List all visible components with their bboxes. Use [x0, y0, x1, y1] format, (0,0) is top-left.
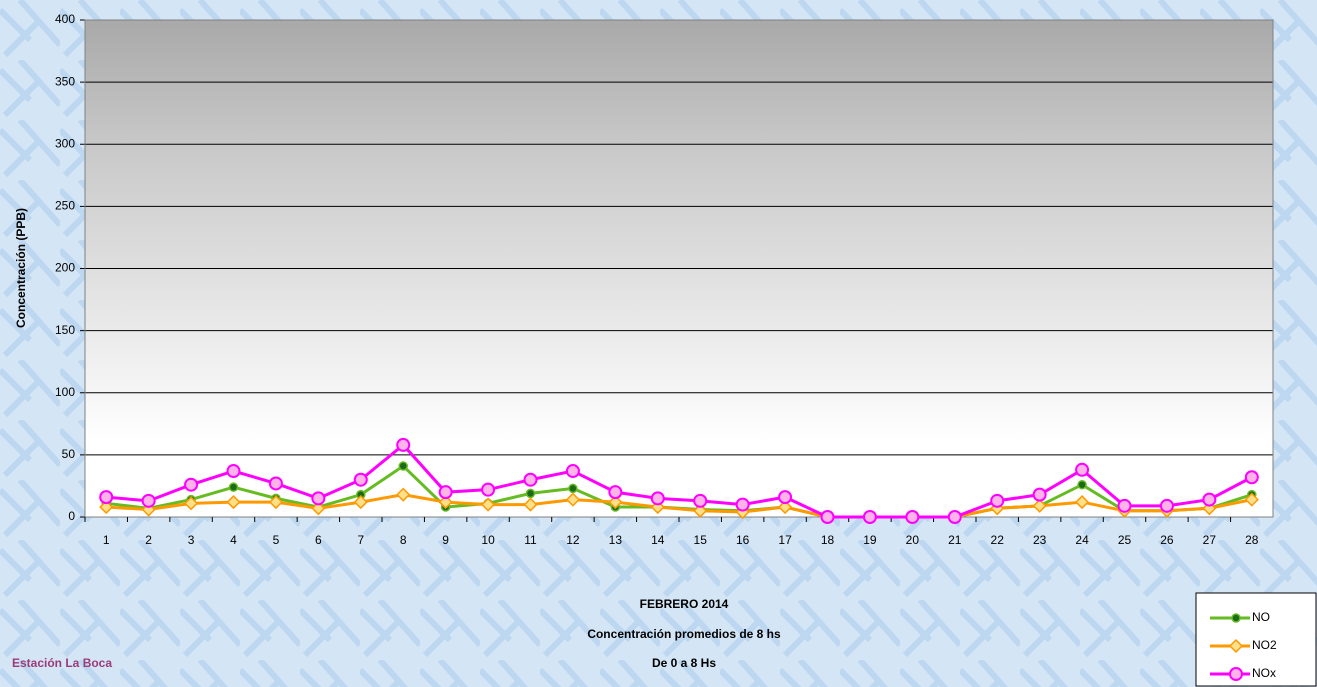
marker [312, 492, 324, 504]
y-tick-label: 0 [68, 509, 75, 523]
x-tick-label: 25 [1118, 533, 1132, 547]
marker [399, 462, 407, 470]
x-tick-label: 19 [863, 533, 877, 547]
legend-label: NO2 [1252, 638, 1277, 652]
x-tick-label: 17 [778, 533, 792, 547]
title: Concentración promedios de 8 hs [587, 627, 781, 641]
marker [822, 511, 834, 523]
marker [185, 479, 197, 491]
marker [652, 492, 664, 504]
marker [906, 511, 918, 523]
y-tick-label: 400 [55, 12, 75, 26]
marker [1078, 481, 1086, 489]
y-tick-label: 200 [55, 261, 75, 275]
x-tick-label: 24 [1075, 533, 1089, 547]
marker [609, 486, 621, 498]
y-tick-label: 50 [62, 447, 76, 461]
marker [1246, 471, 1258, 483]
y-tick-label: 300 [55, 136, 75, 150]
marker [482, 484, 494, 496]
x-tick-label: 5 [273, 533, 280, 547]
x-tick-label: 28 [1245, 533, 1259, 547]
y-tick-label: 250 [55, 199, 75, 213]
marker [525, 474, 537, 486]
x-tick-label: 12 [566, 533, 580, 547]
x-tick-label: 7 [357, 533, 364, 547]
marker [230, 483, 238, 491]
x-tick-label: 6 [315, 533, 322, 547]
x-tick-label: 20 [906, 533, 920, 547]
marker [100, 491, 112, 503]
x-tick-label: 22 [991, 533, 1005, 547]
marker [737, 499, 749, 511]
marker [694, 495, 706, 507]
marker [949, 511, 961, 523]
x-tick-label: 1 [103, 533, 110, 547]
legend-label: NO [1252, 610, 1270, 624]
y-axis-label: Concentración (PPB) [14, 208, 28, 328]
x-tick-label: 26 [1160, 533, 1174, 547]
chart: Concentración (PPB) FEBRERO 2014 Concent… [0, 0, 1317, 687]
marker [567, 465, 579, 477]
station-label: Estación La Boca [12, 656, 112, 670]
x-tick-label: 2 [145, 533, 152, 547]
marker [397, 439, 409, 451]
marker [228, 465, 240, 477]
marker [355, 474, 367, 486]
x-tick-label: 9 [442, 533, 449, 547]
marker [779, 491, 791, 503]
legend-label: NOx [1252, 666, 1276, 680]
x-tick-label: 18 [821, 533, 835, 547]
x-tick-label: 3 [188, 533, 195, 547]
marker [1034, 489, 1046, 501]
x-tick-label: 23 [1033, 533, 1047, 547]
y-tick-label: 100 [55, 385, 75, 399]
title: De 0 a 8 Hs [652, 656, 716, 670]
x-tick-label: 14 [651, 533, 665, 547]
marker [569, 484, 577, 492]
title: FEBRERO 2014 [640, 597, 729, 611]
marker [143, 495, 155, 507]
marker [1119, 500, 1131, 512]
marker [1232, 614, 1240, 622]
marker [1076, 464, 1088, 476]
marker [440, 486, 452, 498]
marker [527, 489, 535, 497]
x-tick-label: 13 [609, 533, 623, 547]
x-tick-label: 15 [694, 533, 708, 547]
marker [864, 511, 876, 523]
marker [991, 495, 1003, 507]
y-tick-label: 150 [55, 323, 75, 337]
x-tick-label: 10 [481, 533, 495, 547]
x-tick-label: 8 [400, 533, 407, 547]
x-tick-label: 27 [1203, 533, 1217, 547]
x-tick-label: 4 [230, 533, 237, 547]
x-tick-label: 11 [524, 533, 537, 547]
x-tick-label: 16 [736, 533, 750, 547]
y-tick-label: 350 [55, 74, 75, 88]
marker [1203, 494, 1215, 506]
marker [270, 477, 282, 489]
x-tick-label: 21 [948, 533, 962, 547]
marker [1230, 668, 1242, 680]
marker [1161, 500, 1173, 512]
page: Concentración (PPB) FEBRERO 2014 Concent… [0, 0, 1317, 687]
